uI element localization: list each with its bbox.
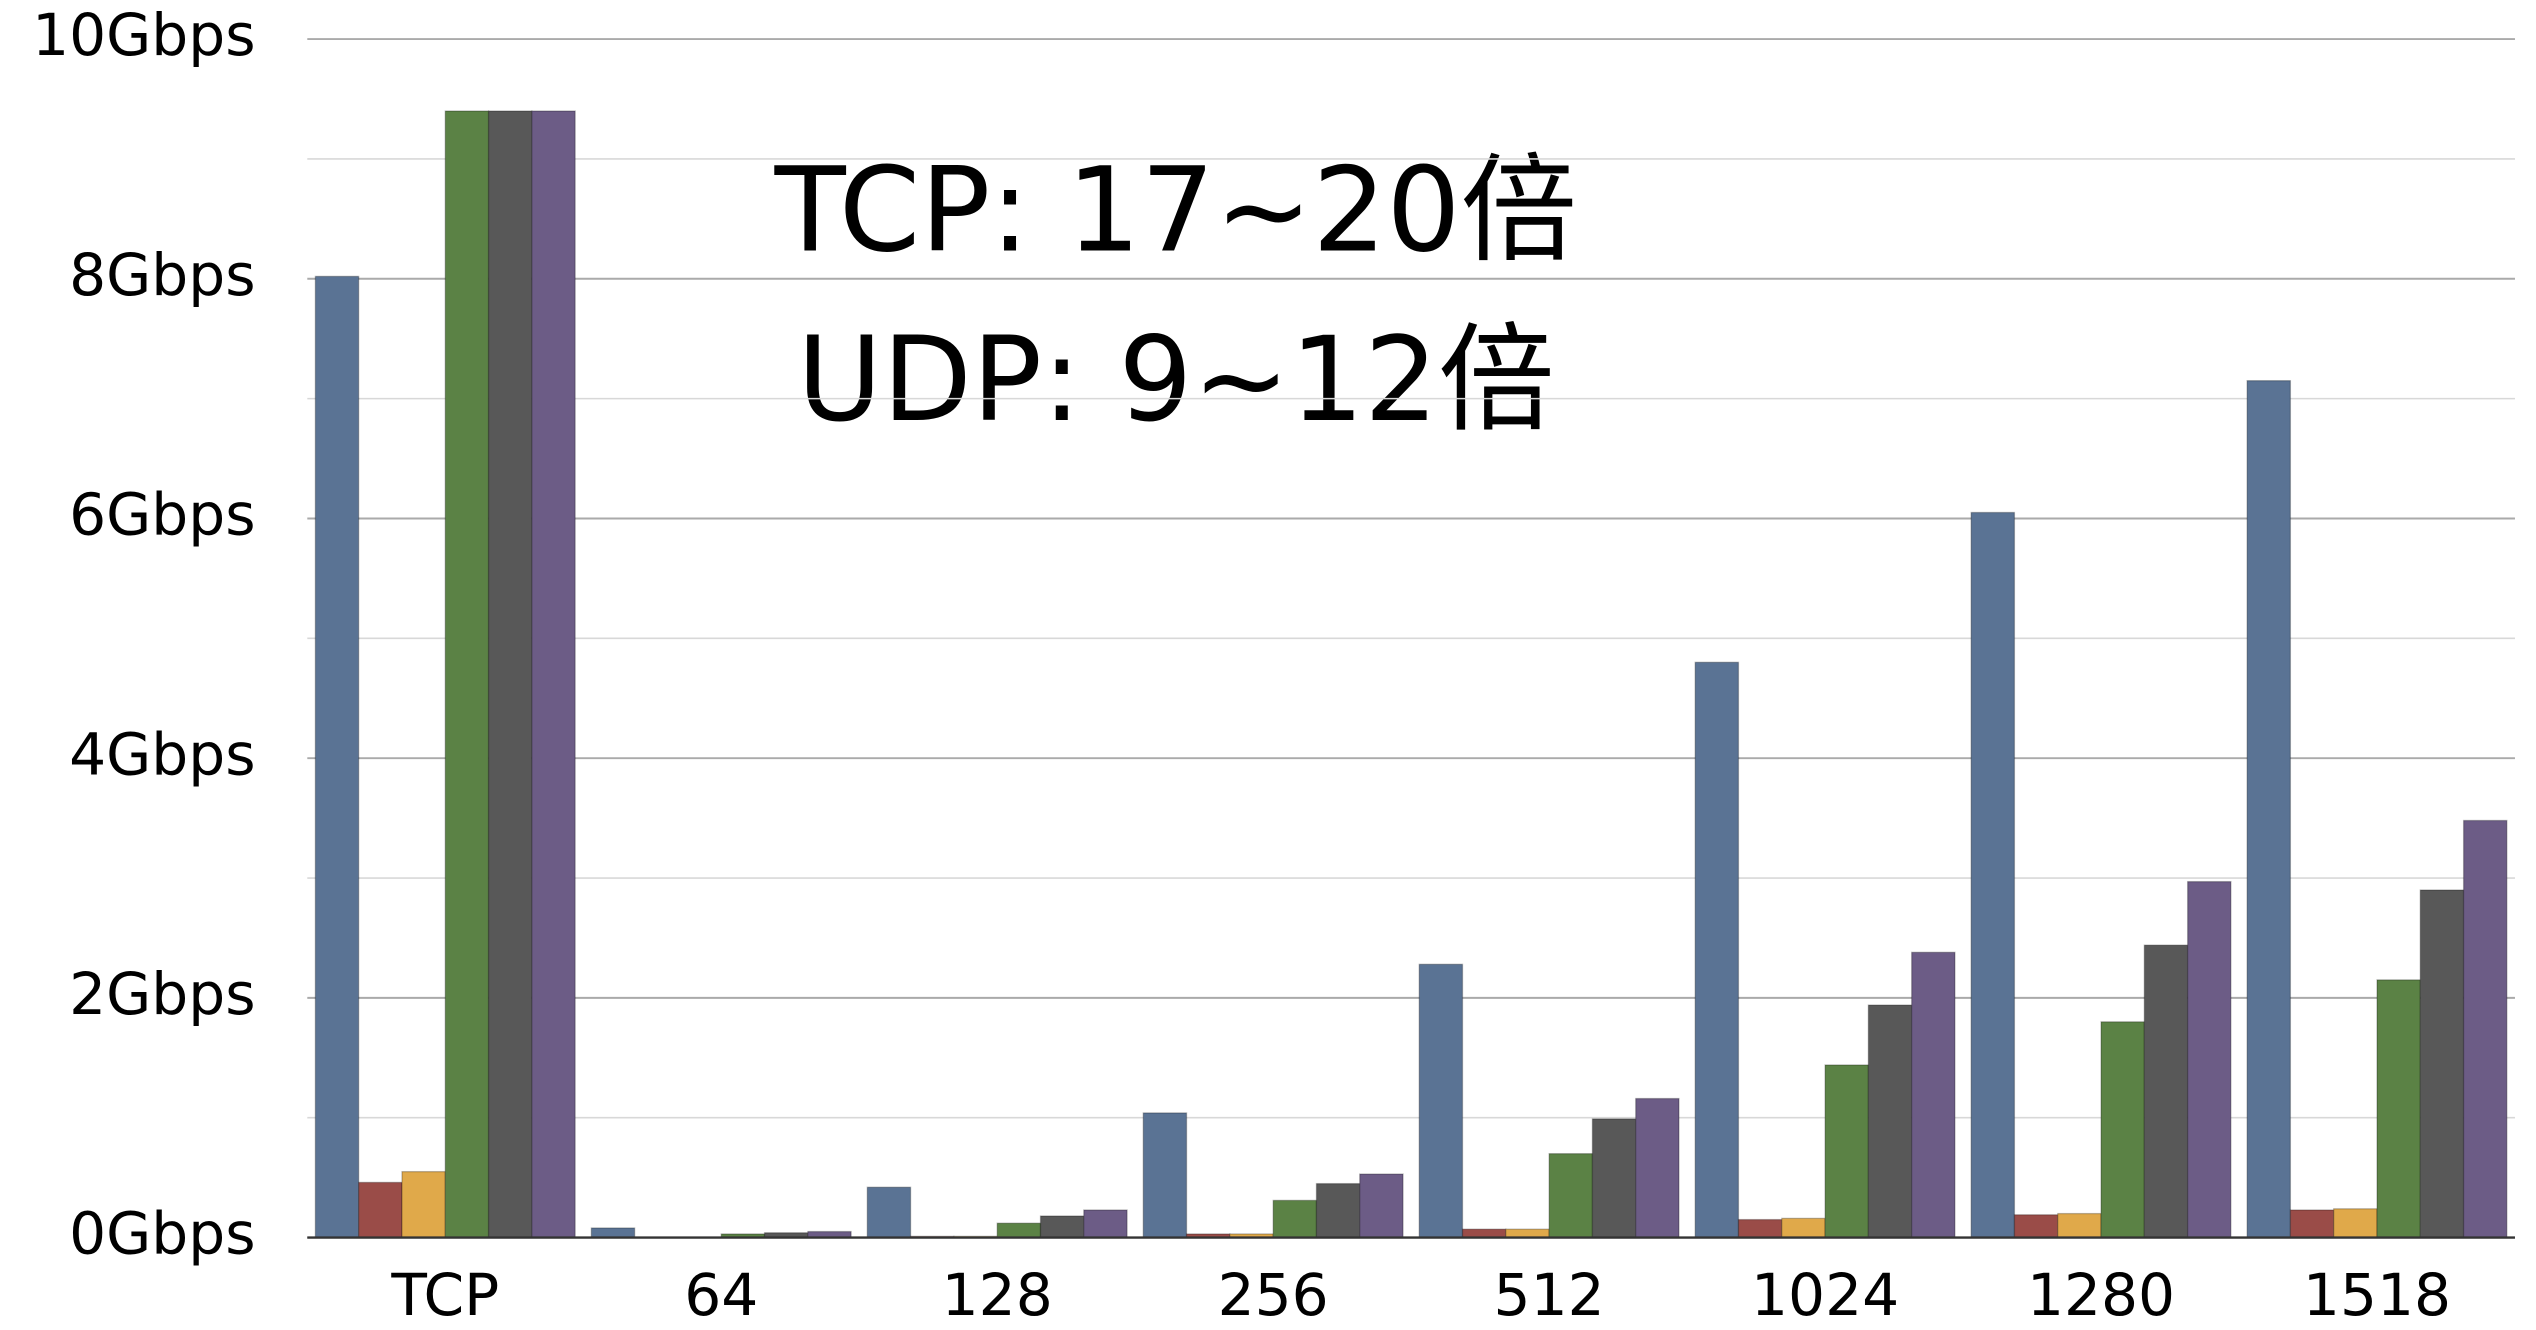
annotation: UDP: 9~12倍 — [797, 313, 1555, 448]
bar — [2419, 889, 2465, 1239]
bar — [2289, 1209, 2335, 1239]
bar — [487, 110, 533, 1239]
x-tick-label: 64 — [684, 1261, 758, 1329]
x-tick-label: 1280 — [2027, 1261, 2175, 1329]
bar — [401, 1170, 446, 1239]
x-tick-label: 512 — [1494, 1261, 1605, 1329]
bar — [1418, 963, 1464, 1239]
bar — [1142, 1112, 1188, 1239]
y-tick-label: 6Gbps — [69, 481, 255, 549]
y-tick-label: 2Gbps — [69, 960, 255, 1028]
bar — [1591, 1118, 1637, 1239]
bar — [1867, 1004, 1913, 1239]
bar — [1737, 1218, 1783, 1239]
y-tick-label: 4Gbps — [69, 720, 255, 788]
bar — [2333, 1208, 2378, 1239]
x-tick-label: 1518 — [2303, 1261, 2451, 1329]
bar — [1505, 1228, 1550, 1239]
bar — [866, 1186, 912, 1239]
bar — [1970, 511, 2016, 1239]
x-tick-label: 256 — [1218, 1261, 1329, 1329]
bar — [1359, 1173, 1404, 1239]
bar — [590, 1227, 636, 1239]
x-tick-label: TCP — [390, 1261, 499, 1329]
bar — [2100, 1021, 2145, 1239]
bar — [1824, 1064, 1870, 1239]
bar — [444, 110, 490, 1239]
bar — [1635, 1097, 1680, 1239]
y-tick-label: 8Gbps — [69, 241, 255, 309]
bar — [1083, 1209, 1128, 1239]
x-tick-label: 128 — [942, 1261, 1053, 1329]
bar — [996, 1222, 1042, 1239]
bar — [2013, 1214, 2059, 1239]
bar — [2186, 880, 2232, 1239]
bar — [1548, 1153, 1594, 1239]
bar — [1911, 951, 1956, 1239]
bar — [531, 110, 576, 1239]
bar — [2143, 944, 2189, 1239]
y-tick-label: 10Gbps — [32, 1, 255, 69]
bar — [1461, 1228, 1507, 1239]
bar — [1039, 1215, 1085, 1239]
bar — [1781, 1217, 1826, 1239]
bar — [2057, 1212, 2102, 1239]
bar — [2462, 819, 2508, 1239]
y-tick-label: 0Gbps — [69, 1200, 255, 1268]
bar — [1272, 1199, 1318, 1239]
bar — [1694, 661, 1740, 1239]
bar — [1315, 1182, 1361, 1239]
x-tick-label: 1024 — [1751, 1261, 1899, 1329]
bar — [2376, 979, 2421, 1239]
bar — [358, 1181, 403, 1239]
annotation: TCP: 17~20倍 — [774, 143, 1577, 278]
bar — [314, 275, 360, 1239]
bar — [2246, 379, 2292, 1239]
